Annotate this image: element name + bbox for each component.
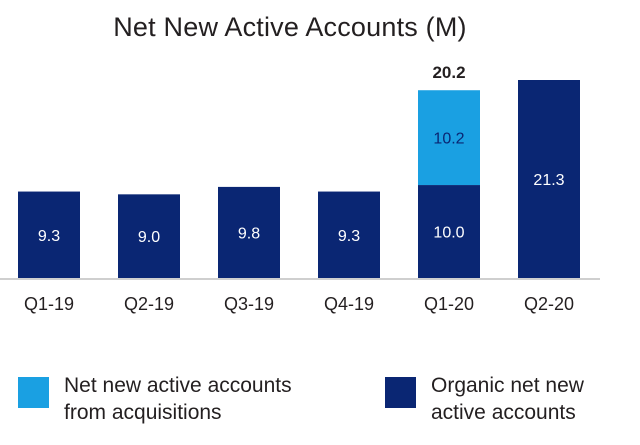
bar-q1-20-series-0 bbox=[418, 185, 480, 278]
legend-label-organic: Organic net new active accounts bbox=[431, 374, 584, 424]
legend-swatch-organic bbox=[385, 377, 416, 408]
x-tick-label-q1-20: Q1-20 bbox=[424, 294, 474, 314]
bar-q1-20-series-1 bbox=[418, 90, 480, 186]
x-tick-label-q4-19: Q4-19 bbox=[324, 294, 374, 314]
x-tick-label-q1-19: Q1-19 bbox=[24, 294, 74, 314]
bar-q2-20-series-0 bbox=[518, 80, 580, 278]
data-label-q2-19-series-0: 9.0 bbox=[138, 229, 160, 246]
legend-item-organic: Organic net new active accounts bbox=[385, 372, 584, 426]
total-label-q1-20: 20.2 bbox=[432, 63, 465, 82]
x-tick-label-q2-20: Q2-20 bbox=[524, 294, 574, 314]
bar-q1-19-series-0 bbox=[18, 191, 80, 278]
x-tick-label-q3-19: Q3-19 bbox=[224, 294, 274, 314]
legend-item-acquisitions: Net new active accounts from acquisition… bbox=[18, 372, 292, 426]
data-label-q1-19-series-0: 9.3 bbox=[38, 228, 60, 245]
legend-label-acquisitions: Net new active accounts from acquisition… bbox=[64, 374, 292, 424]
data-label-q1-20-series-0: 10.0 bbox=[433, 225, 464, 242]
data-label-q4-19-series-0: 9.3 bbox=[338, 228, 360, 245]
bar-chart: 9.3 Q1-19 9.0 Q2-19 9.8 Q3-19 9.3 Q4-19 10.0 10.2… bbox=[0, 63, 600, 314]
bar-q2-19-series-0 bbox=[118, 194, 180, 278]
data-label-q2-20-series-0: 21.3 bbox=[533, 172, 564, 189]
data-label-q1-20-series-1: 10.2 bbox=[433, 131, 464, 148]
chart-title: Net New Active Accounts (M) bbox=[113, 12, 467, 42]
x-tick-label-q2-19: Q2-19 bbox=[124, 294, 174, 314]
bar-q4-19-series-0 bbox=[318, 191, 380, 278]
bar-q3-19-series-0 bbox=[218, 186, 280, 278]
legend-swatch-acquisitions bbox=[18, 377, 49, 408]
data-label-q3-19-series-0: 9.8 bbox=[238, 225, 260, 242]
